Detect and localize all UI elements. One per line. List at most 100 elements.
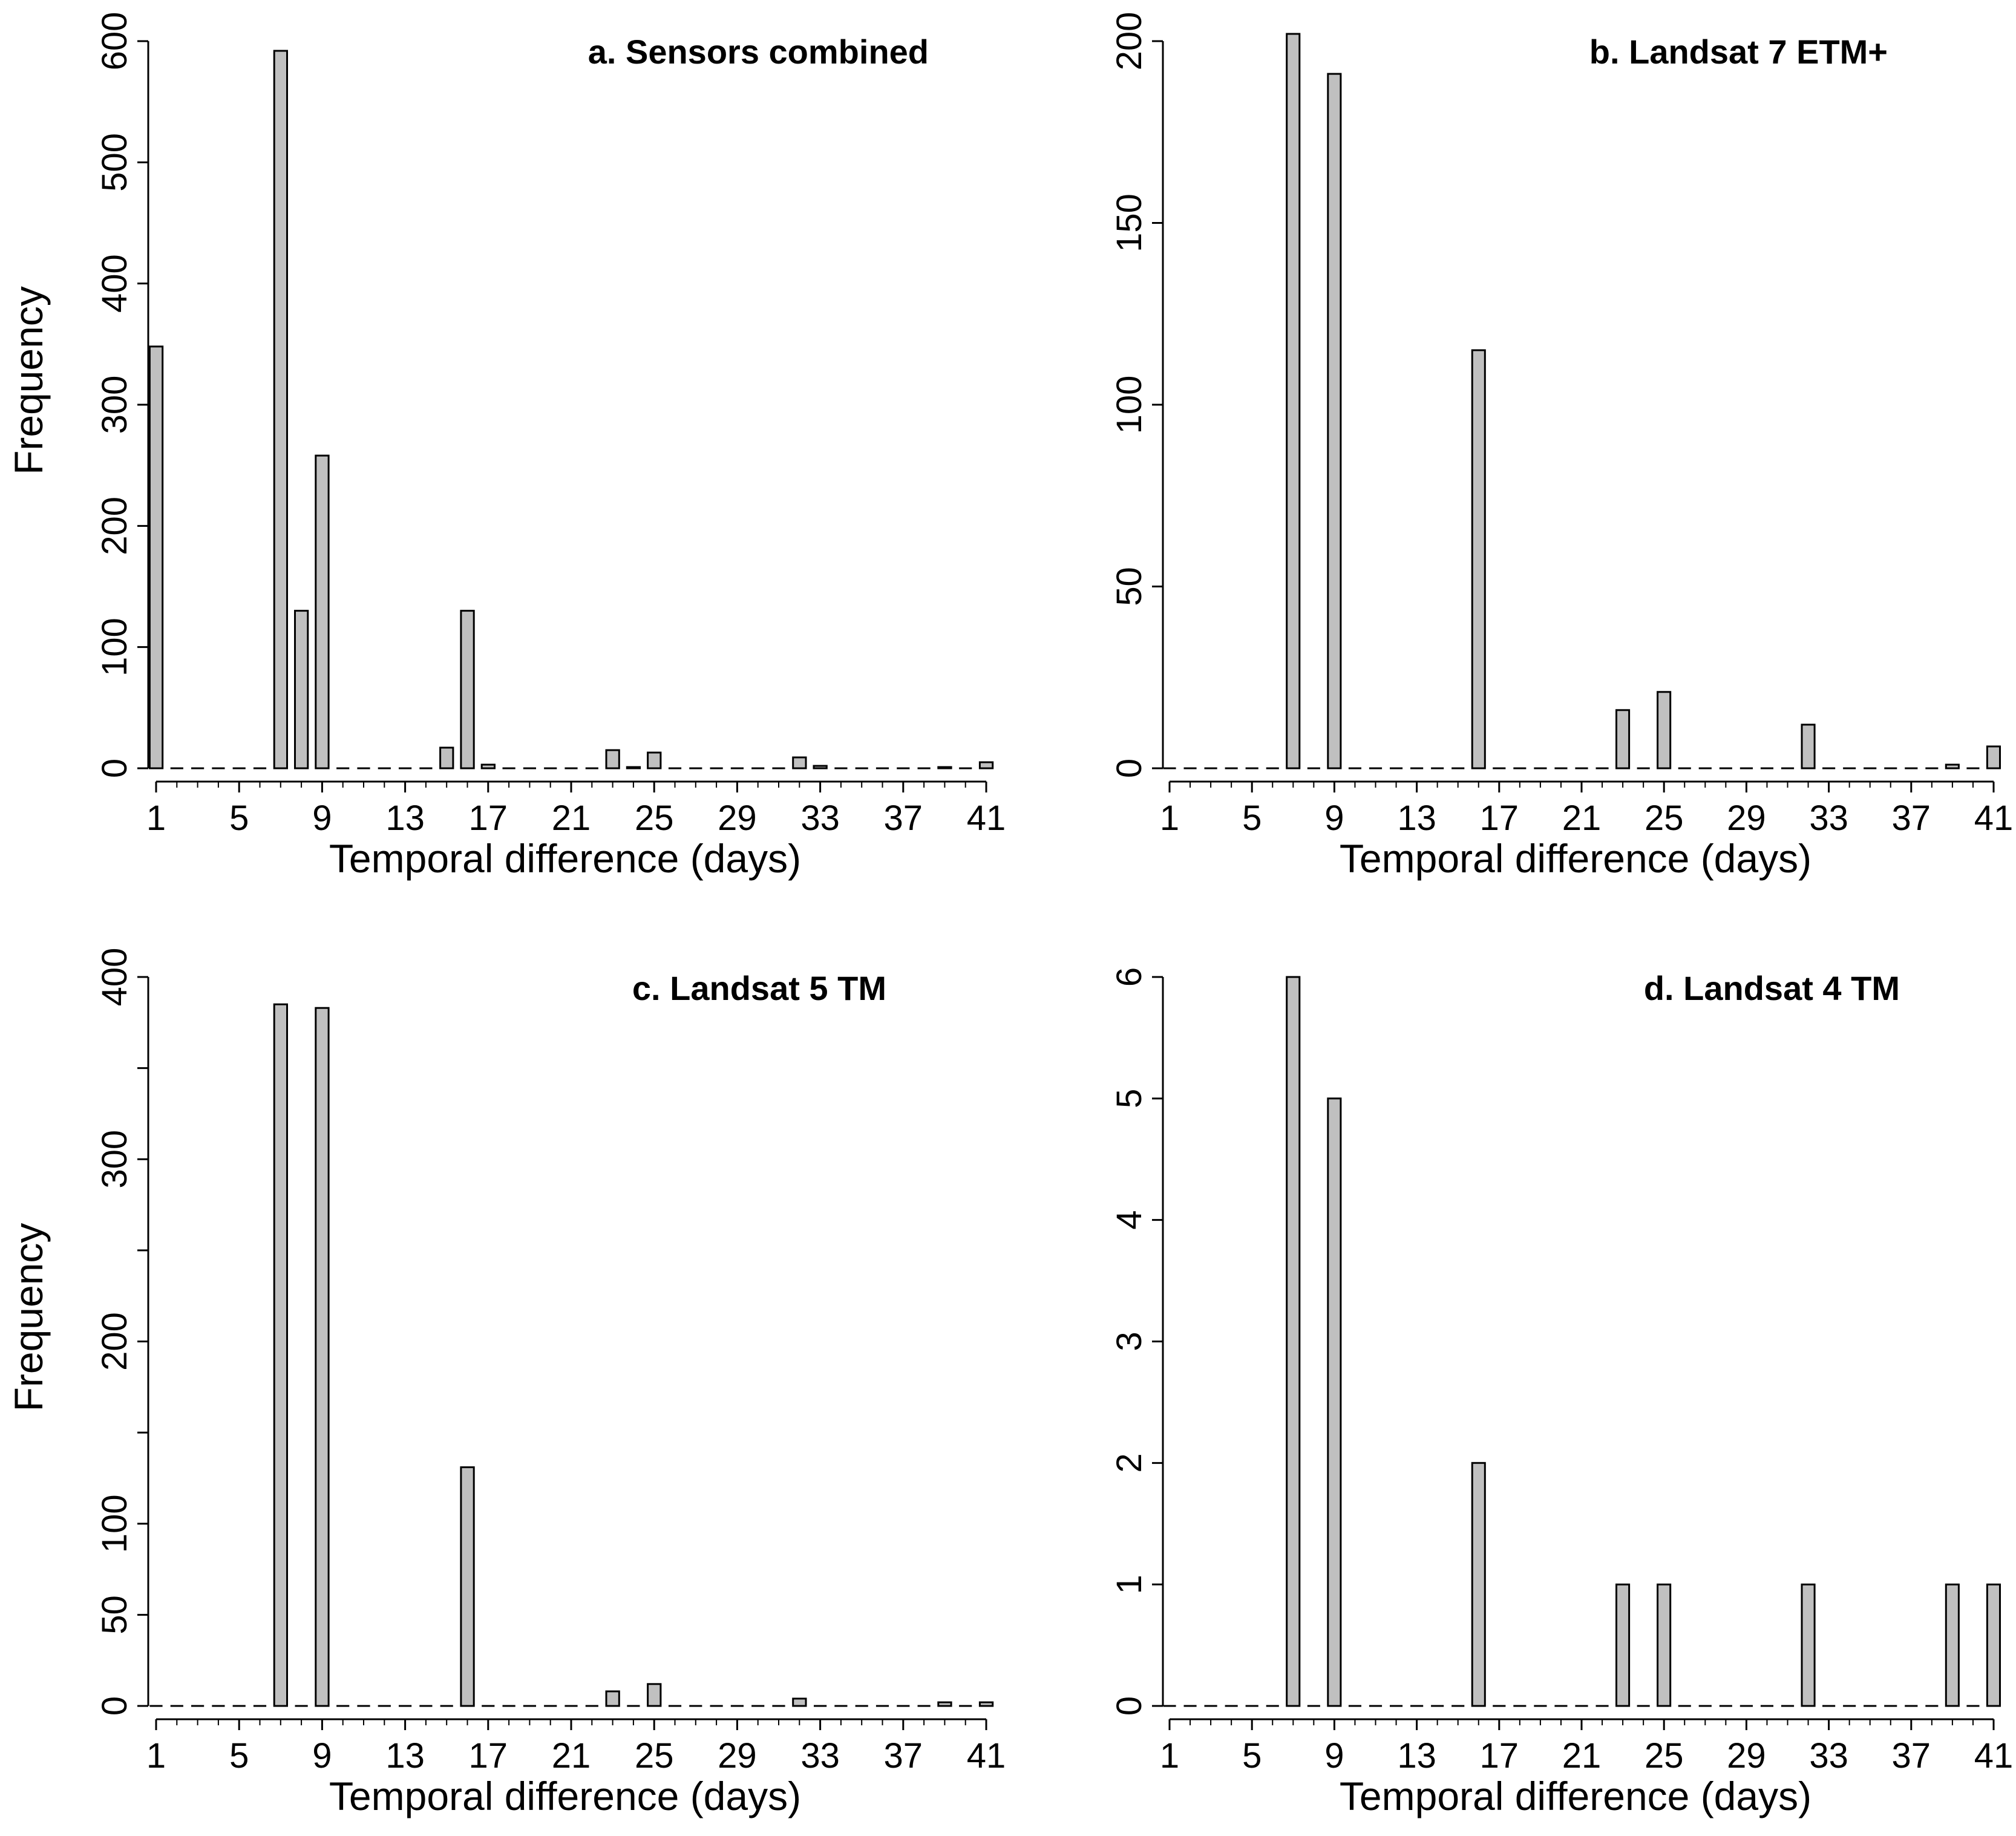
panel-a: a. Sensors combined 0 100 200 300 400 500 600 1 5… xyxy=(6,12,1006,881)
y-tick-label: 300 xyxy=(95,1130,134,1189)
x-tick-label: 29 xyxy=(718,1736,757,1776)
bar-day-7 xyxy=(273,50,289,769)
x-tick-label: 33 xyxy=(1809,799,1848,838)
x-tick-label: 41 xyxy=(1974,1736,2014,1776)
y-axis-title: Frequency xyxy=(6,1223,51,1412)
bar-day-7 xyxy=(273,1003,289,1707)
y-tick-label: 0 xyxy=(1110,759,1149,778)
x-tick-label: 33 xyxy=(800,799,840,838)
x-tick-label: 1 xyxy=(146,799,166,838)
x-tick-label: 13 xyxy=(1397,799,1436,838)
bar-day-23 xyxy=(605,1690,620,1707)
panel-title: c. Landsat 5 TM xyxy=(632,969,886,1007)
x-tick-label: 37 xyxy=(1892,1736,1931,1776)
bar-day-32 xyxy=(792,1697,807,1707)
y-tick-label: 150 xyxy=(1110,194,1149,252)
bar-day-41 xyxy=(978,761,994,769)
x-tick-label: 25 xyxy=(635,1736,674,1776)
x-tick-label: 13 xyxy=(1397,1736,1436,1776)
bar-day-39 xyxy=(937,1701,952,1707)
x-tick-label: 21 xyxy=(552,799,591,838)
x-tick-label: 21 xyxy=(1562,799,1602,838)
y-tick-label: 200 xyxy=(95,497,134,555)
x-tick-label: 1 xyxy=(1160,1736,1179,1776)
x-tick-label: 21 xyxy=(1562,1736,1602,1776)
y-tick-label: 3 xyxy=(1110,1331,1149,1351)
bar-day-15 xyxy=(439,746,454,769)
x-tick-label: 29 xyxy=(1727,1736,1766,1776)
y-tick-label: 400 xyxy=(95,254,134,313)
y-tick-label: 6 xyxy=(1110,967,1149,987)
x-tick-label: 33 xyxy=(1809,1736,1848,1776)
y-tick-label: 50 xyxy=(95,1595,134,1635)
bar-day-1 xyxy=(148,345,164,769)
x-tick-label: 25 xyxy=(1645,1736,1684,1776)
x-tick-label: 17 xyxy=(469,1736,508,1776)
x-tick-label: 9 xyxy=(312,799,332,838)
x-axis-title: Temporal difference (days) xyxy=(329,836,801,881)
bar-day-32 xyxy=(1801,724,1816,769)
bar-day-41 xyxy=(978,1701,994,1707)
bar-day-25 xyxy=(1657,691,1672,769)
y-tick-label: 200 xyxy=(95,1312,134,1371)
bar-day-9 xyxy=(315,1007,330,1707)
bar-day-9 xyxy=(1327,73,1342,769)
y-tick-label: 0 xyxy=(1110,1696,1149,1716)
x-tick-label: 17 xyxy=(1480,799,1519,838)
x-tick-label: 25 xyxy=(1645,799,1684,838)
x-tick-label: 37 xyxy=(1892,799,1931,838)
y-tick-label: 100 xyxy=(95,618,134,676)
y-tick-label: 4 xyxy=(1110,1210,1149,1230)
y-axis-title: Frequency xyxy=(6,286,51,475)
bar-day-9 xyxy=(1327,1097,1342,1707)
y-tick-label: 400 xyxy=(95,948,134,1007)
x-axis-title: Temporal difference (days) xyxy=(329,1774,801,1818)
y-tick-label: 0 xyxy=(95,759,134,778)
bar-day-16 xyxy=(460,1466,475,1707)
x-tick-label: 37 xyxy=(884,1736,923,1776)
x-tick-label: 17 xyxy=(469,799,508,838)
x-tick-label: 5 xyxy=(229,799,249,838)
y-tick-label: 1 xyxy=(1110,1575,1149,1594)
y-tick-label: 0 xyxy=(95,1696,134,1716)
x-tick-label: 29 xyxy=(1727,799,1766,838)
x-tick-label: 33 xyxy=(800,1736,840,1776)
panel-title: b. Landsat 7 ETM+ xyxy=(1589,33,1888,71)
x-tick-label: 5 xyxy=(229,1736,249,1776)
bar-day-25 xyxy=(647,751,662,769)
x-axis-title: Temporal difference (days) xyxy=(1340,1774,1811,1818)
y-tick-label: 50 xyxy=(1110,567,1149,606)
y-tick-label: 600 xyxy=(95,12,134,71)
bar-day-39 xyxy=(937,766,952,769)
x-tick-label: 13 xyxy=(385,799,425,838)
bar-day-7 xyxy=(1286,33,1301,769)
x-tick-label: 41 xyxy=(967,799,1006,838)
x-tick-label: 29 xyxy=(718,799,757,838)
y-tick-label: 5 xyxy=(1110,1089,1149,1108)
panel-c: c. Landsat 5 TM 0 50 100 200 300 400 1 5 9 13 17 21 2… xyxy=(6,948,1006,1818)
bar-day-32 xyxy=(792,756,807,769)
x-tick-label: 5 xyxy=(1242,799,1262,838)
y-tick-label: 200 xyxy=(1110,12,1149,71)
x-tick-label: 37 xyxy=(884,799,923,838)
y-tick-label: 100 xyxy=(1110,376,1149,434)
x-tick-label: 9 xyxy=(312,1736,332,1776)
x-tick-label: 9 xyxy=(1324,1736,1344,1776)
x-tick-label: 13 xyxy=(385,1736,425,1776)
x-tick-label: 41 xyxy=(967,1736,1006,1776)
y-tick-label: 100 xyxy=(95,1494,134,1553)
bar-day-17 xyxy=(480,763,496,769)
x-tick-label: 1 xyxy=(146,1736,166,1776)
x-tick-label: 25 xyxy=(635,799,674,838)
panel-b: b. Landsat 7 ETM+ 0 50 100 150 200 1 5 9 13 17 21 25… xyxy=(1110,12,2013,881)
x-tick-label: 17 xyxy=(1480,1736,1519,1776)
bar-day-23 xyxy=(1615,709,1631,769)
y-tick-label: 2 xyxy=(1110,1453,1149,1472)
x-axis-title: Temporal difference (days) xyxy=(1340,836,1811,881)
y-tick-label: 300 xyxy=(95,376,134,434)
x-tick-label: 21 xyxy=(552,1736,591,1776)
bar-day-25 xyxy=(647,1683,662,1707)
bar-day-7 xyxy=(1286,976,1301,1707)
